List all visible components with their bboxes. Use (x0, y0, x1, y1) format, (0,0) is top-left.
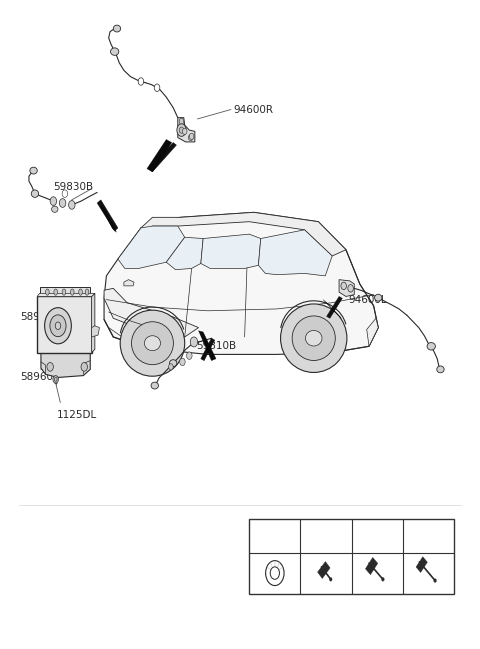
Circle shape (53, 376, 59, 383)
Ellipse shape (55, 322, 61, 330)
Circle shape (434, 579, 436, 582)
Circle shape (270, 567, 279, 580)
Circle shape (190, 337, 198, 347)
Text: 58960: 58960 (20, 373, 53, 382)
Ellipse shape (110, 48, 119, 55)
Polygon shape (141, 212, 346, 256)
Polygon shape (104, 288, 199, 337)
Text: 94600L: 94600L (348, 295, 387, 304)
Circle shape (54, 378, 57, 381)
Circle shape (69, 201, 75, 209)
Polygon shape (365, 557, 378, 574)
Circle shape (265, 561, 284, 585)
Circle shape (81, 363, 87, 371)
Text: 1125DL: 1125DL (57, 410, 97, 420)
Circle shape (179, 127, 184, 133)
Circle shape (180, 358, 185, 365)
Circle shape (50, 197, 57, 206)
Ellipse shape (45, 308, 72, 344)
Text: 1123GV: 1123GV (307, 531, 346, 541)
Text: 59810B: 59810B (196, 341, 236, 351)
Circle shape (60, 199, 66, 208)
Text: 1129ED: 1129ED (358, 531, 396, 541)
Circle shape (154, 84, 160, 92)
Polygon shape (124, 280, 134, 286)
Circle shape (188, 134, 193, 141)
Polygon shape (147, 140, 172, 172)
Ellipse shape (120, 310, 185, 376)
Ellipse shape (30, 167, 37, 174)
Circle shape (179, 118, 184, 125)
Polygon shape (367, 318, 378, 347)
Polygon shape (318, 561, 330, 578)
Ellipse shape (46, 289, 49, 295)
Ellipse shape (113, 25, 120, 32)
Circle shape (348, 285, 353, 292)
Polygon shape (92, 326, 99, 337)
Polygon shape (101, 206, 117, 232)
Polygon shape (37, 297, 92, 352)
Text: 59830B: 59830B (53, 182, 94, 193)
Polygon shape (37, 293, 95, 297)
Text: 94600R: 94600R (233, 104, 273, 115)
Ellipse shape (305, 330, 322, 346)
Polygon shape (92, 293, 95, 352)
Ellipse shape (292, 316, 336, 360)
Circle shape (177, 124, 186, 136)
Ellipse shape (144, 336, 160, 350)
Polygon shape (199, 331, 216, 361)
Polygon shape (104, 212, 378, 354)
Ellipse shape (280, 304, 347, 373)
Polygon shape (339, 280, 354, 297)
Circle shape (189, 133, 194, 140)
Text: 58910B: 58910B (20, 312, 60, 322)
Ellipse shape (427, 343, 435, 350)
Ellipse shape (62, 289, 66, 295)
Polygon shape (201, 234, 261, 269)
Polygon shape (201, 338, 215, 361)
Ellipse shape (132, 322, 173, 365)
Polygon shape (323, 300, 341, 318)
Ellipse shape (51, 206, 58, 212)
Circle shape (341, 282, 347, 289)
Bar (249, 519, 454, 594)
Text: 1123AL: 1123AL (410, 531, 447, 541)
Ellipse shape (50, 315, 66, 337)
Circle shape (47, 363, 53, 371)
Circle shape (62, 190, 68, 197)
Polygon shape (326, 297, 342, 318)
Circle shape (382, 578, 384, 582)
Circle shape (138, 78, 144, 85)
Text: 1339CC: 1339CC (256, 531, 294, 541)
Circle shape (187, 352, 192, 360)
Ellipse shape (31, 190, 38, 197)
Polygon shape (416, 557, 427, 572)
Polygon shape (41, 352, 90, 378)
Polygon shape (166, 238, 203, 270)
Ellipse shape (151, 382, 158, 389)
Ellipse shape (374, 294, 382, 301)
Polygon shape (258, 230, 332, 276)
Circle shape (168, 363, 173, 370)
Ellipse shape (54, 289, 58, 295)
Ellipse shape (85, 289, 89, 295)
Circle shape (182, 129, 187, 134)
Polygon shape (178, 117, 195, 142)
Ellipse shape (79, 289, 83, 295)
Ellipse shape (169, 360, 177, 367)
Ellipse shape (437, 366, 444, 373)
Circle shape (329, 578, 332, 582)
Polygon shape (39, 287, 90, 297)
Ellipse shape (71, 289, 74, 295)
Polygon shape (97, 200, 118, 231)
Polygon shape (118, 226, 185, 269)
Polygon shape (149, 143, 177, 172)
